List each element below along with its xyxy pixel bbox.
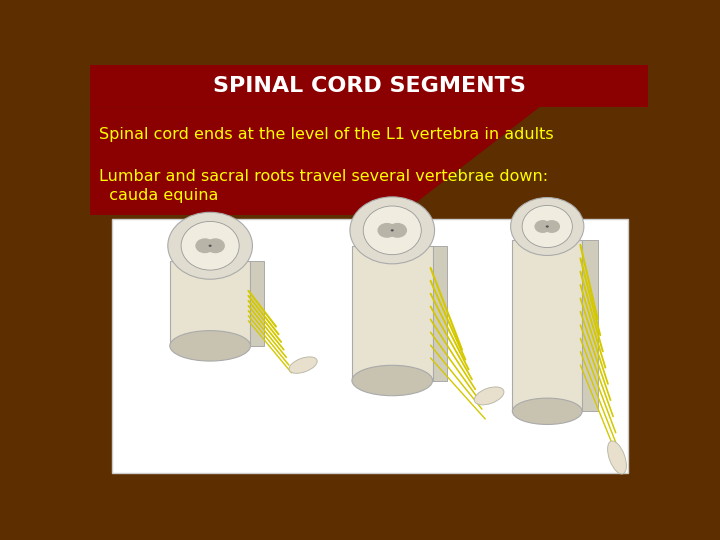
Text: cauda equina: cauda equina [99,188,219,203]
Polygon shape [112,219,628,473]
Polygon shape [513,240,582,411]
Text: Lumbar and sacral roots travel several vertebrae down:: Lumbar and sacral roots travel several v… [99,169,549,184]
Polygon shape [366,246,446,381]
Ellipse shape [608,441,626,474]
Ellipse shape [377,223,397,238]
Text: Spinal cord ends at the level of the L1 vertebra in adults: Spinal cord ends at the level of the L1 … [99,126,554,141]
Ellipse shape [170,330,251,361]
Text: SPINAL CORD SEGMENTS: SPINAL CORD SEGMENTS [212,76,526,96]
Polygon shape [184,261,264,346]
Ellipse shape [474,387,504,405]
Ellipse shape [195,238,215,253]
Polygon shape [90,107,539,215]
Ellipse shape [534,220,551,233]
Ellipse shape [350,197,435,264]
Ellipse shape [388,223,407,238]
Ellipse shape [168,212,253,279]
Ellipse shape [209,245,212,247]
Ellipse shape [289,357,318,373]
Ellipse shape [181,221,239,270]
Ellipse shape [546,225,549,228]
Polygon shape [90,65,648,107]
Ellipse shape [391,229,394,232]
Ellipse shape [544,223,550,230]
Ellipse shape [207,242,214,249]
Ellipse shape [363,206,421,255]
Ellipse shape [206,238,225,253]
Ellipse shape [513,398,582,424]
Ellipse shape [352,365,433,396]
Ellipse shape [544,220,560,233]
Polygon shape [528,240,598,411]
Polygon shape [352,246,433,381]
Ellipse shape [522,205,572,247]
Ellipse shape [510,198,584,255]
Ellipse shape [389,227,396,234]
Polygon shape [170,261,251,346]
